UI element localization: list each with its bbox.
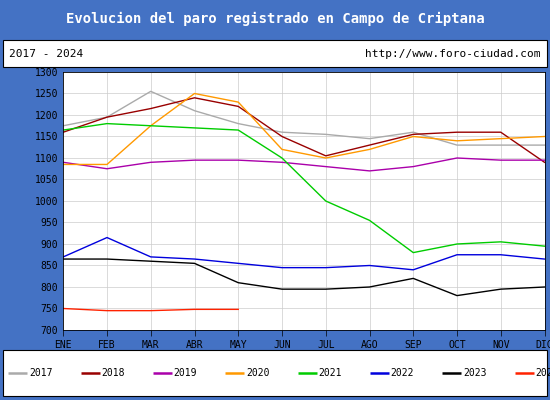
- Text: 2024: 2024: [535, 368, 550, 378]
- Text: 2017 - 2024: 2017 - 2024: [9, 49, 84, 59]
- Text: Evolucion del paro registrado en Campo de Criptana: Evolucion del paro registrado en Campo d…: [65, 12, 485, 26]
- Text: 2018: 2018: [101, 368, 125, 378]
- Text: 2023: 2023: [463, 368, 486, 378]
- FancyBboxPatch shape: [3, 40, 547, 67]
- Text: 2022: 2022: [390, 368, 414, 378]
- Text: 2019: 2019: [174, 368, 197, 378]
- FancyBboxPatch shape: [3, 350, 547, 396]
- Text: 2017: 2017: [29, 368, 52, 378]
- Text: 2021: 2021: [318, 368, 342, 378]
- Text: http://www.foro-ciudad.com: http://www.foro-ciudad.com: [365, 49, 541, 59]
- Text: 2020: 2020: [246, 368, 270, 378]
